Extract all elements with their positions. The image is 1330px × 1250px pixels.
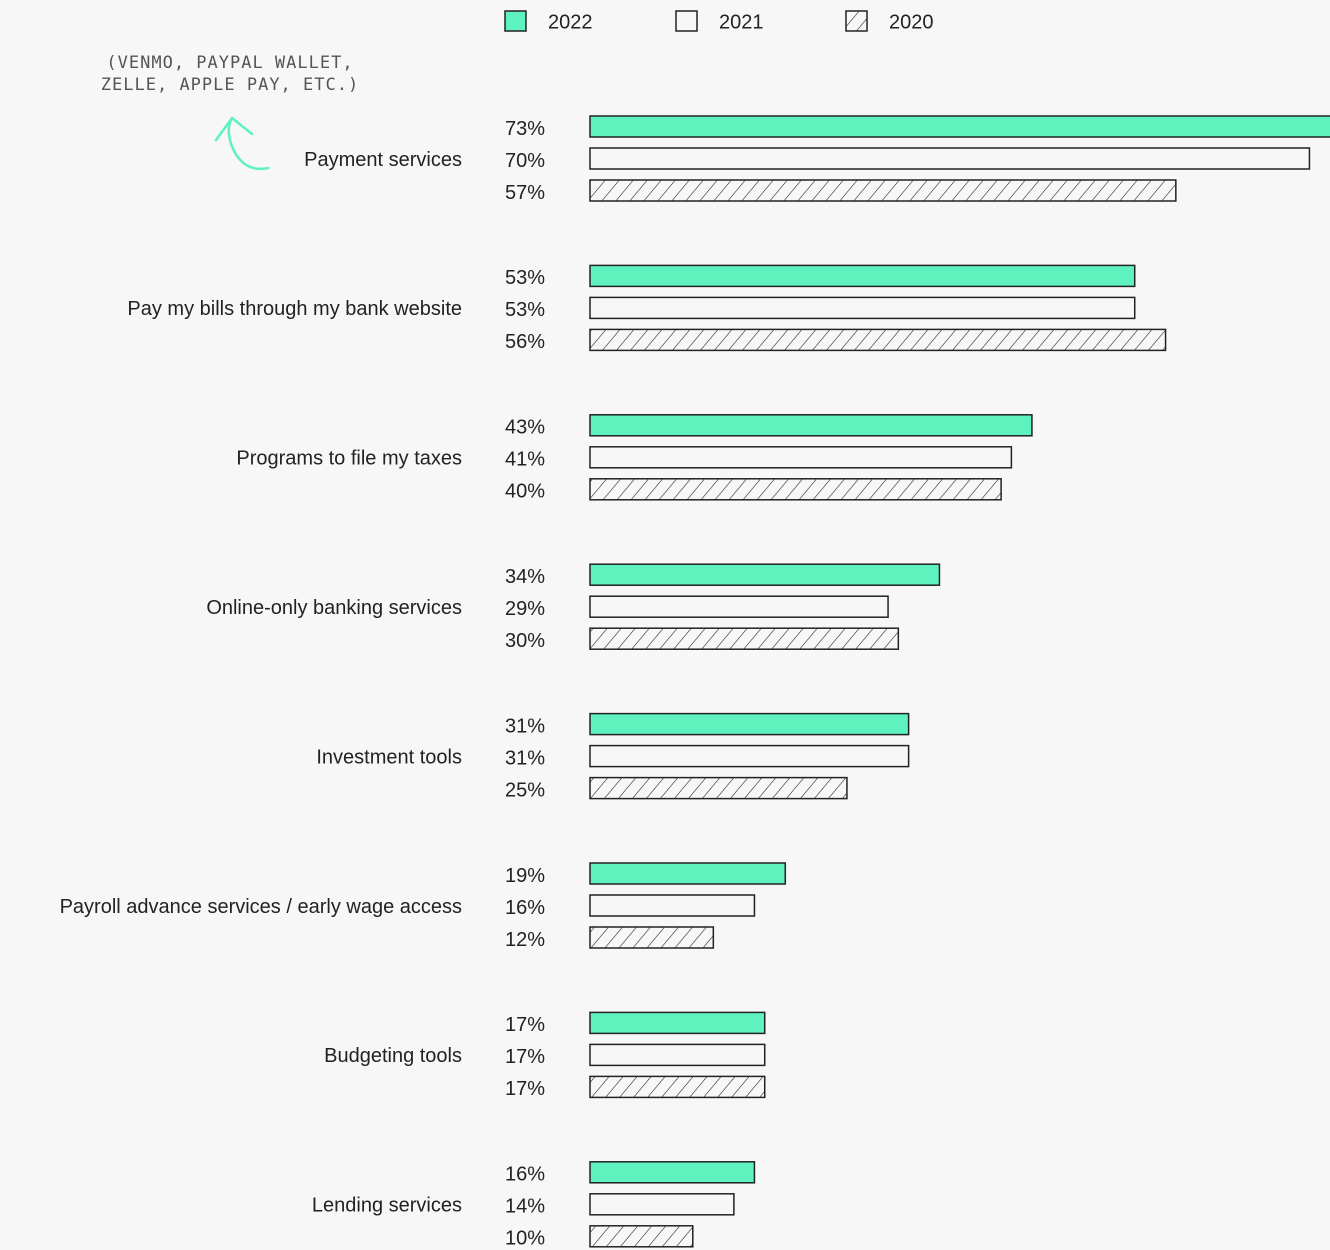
bar	[589, 862, 787, 885]
legend-label: 2021	[719, 11, 764, 33]
bar	[589, 744, 910, 768]
value-label: 10%	[505, 1228, 545, 1250]
legend-swatch	[504, 10, 527, 32]
bar	[589, 1193, 735, 1216]
value-label: 17%	[505, 1078, 545, 1100]
bar	[589, 712, 910, 736]
value-label: 70%	[505, 150, 545, 172]
bar	[589, 296, 1136, 320]
bar	[589, 147, 1311, 170]
category-label: Online-only banking services	[206, 597, 462, 619]
value-label: 53%	[505, 299, 545, 321]
bar	[589, 478, 1002, 501]
value-label: 73%	[505, 118, 545, 140]
category-label: Pay my bills through my bank website	[127, 298, 462, 320]
bar	[589, 1225, 694, 1248]
value-label: 30%	[505, 630, 545, 652]
value-label: 40%	[505, 481, 545, 503]
category-label: Payment services	[304, 149, 462, 171]
value-label: 17%	[505, 1014, 545, 1036]
category-label: Programs to file my taxes	[236, 448, 462, 470]
legend-swatch	[675, 10, 698, 32]
bar	[589, 894, 756, 917]
bar	[589, 115, 1330, 138]
legend-label: 2020	[889, 11, 934, 33]
value-label: 16%	[505, 1164, 545, 1186]
bar	[589, 1075, 766, 1099]
value-label: 31%	[505, 715, 545, 737]
value-label: 19%	[505, 865, 545, 887]
bar	[589, 926, 715, 949]
bar	[589, 595, 889, 618]
bar	[589, 414, 1033, 437]
value-label: 16%	[505, 897, 545, 919]
annotation: ZELLE, APPLE PAY, ETC.)	[101, 75, 359, 95]
bar	[589, 1161, 756, 1184]
value-label: 17%	[505, 1046, 545, 1068]
bar	[589, 1043, 766, 1067]
legend-swatch	[845, 10, 868, 32]
value-label: 31%	[505, 747, 545, 769]
annotation-arrow	[214, 116, 270, 171]
bar	[589, 776, 848, 800]
category-label: Lending services	[312, 1195, 462, 1217]
legend-label: 2022	[548, 11, 593, 33]
value-label: 57%	[505, 182, 545, 204]
bar	[589, 446, 1013, 469]
value-label: 41%	[505, 449, 545, 471]
value-label: 43%	[505, 417, 545, 439]
bar	[589, 179, 1177, 202]
value-label: 14%	[505, 1196, 545, 1218]
value-label: 34%	[505, 566, 545, 588]
category-label: Investment tools	[316, 746, 462, 768]
category-label: Payroll advance services / early wage ac…	[60, 896, 462, 918]
bar	[589, 264, 1136, 288]
value-label: 56%	[505, 331, 545, 353]
bar	[589, 1011, 766, 1035]
annotation: (VENMO, PAYPAL WALLET,	[106, 53, 353, 73]
value-label: 25%	[505, 779, 545, 801]
value-label: 12%	[505, 929, 545, 951]
category-label: Budgeting tools	[324, 1045, 462, 1067]
value-label: 29%	[505, 598, 545, 620]
bar	[589, 563, 941, 586]
bar	[589, 627, 900, 650]
bar	[589, 328, 1167, 352]
value-label: 53%	[505, 267, 545, 289]
